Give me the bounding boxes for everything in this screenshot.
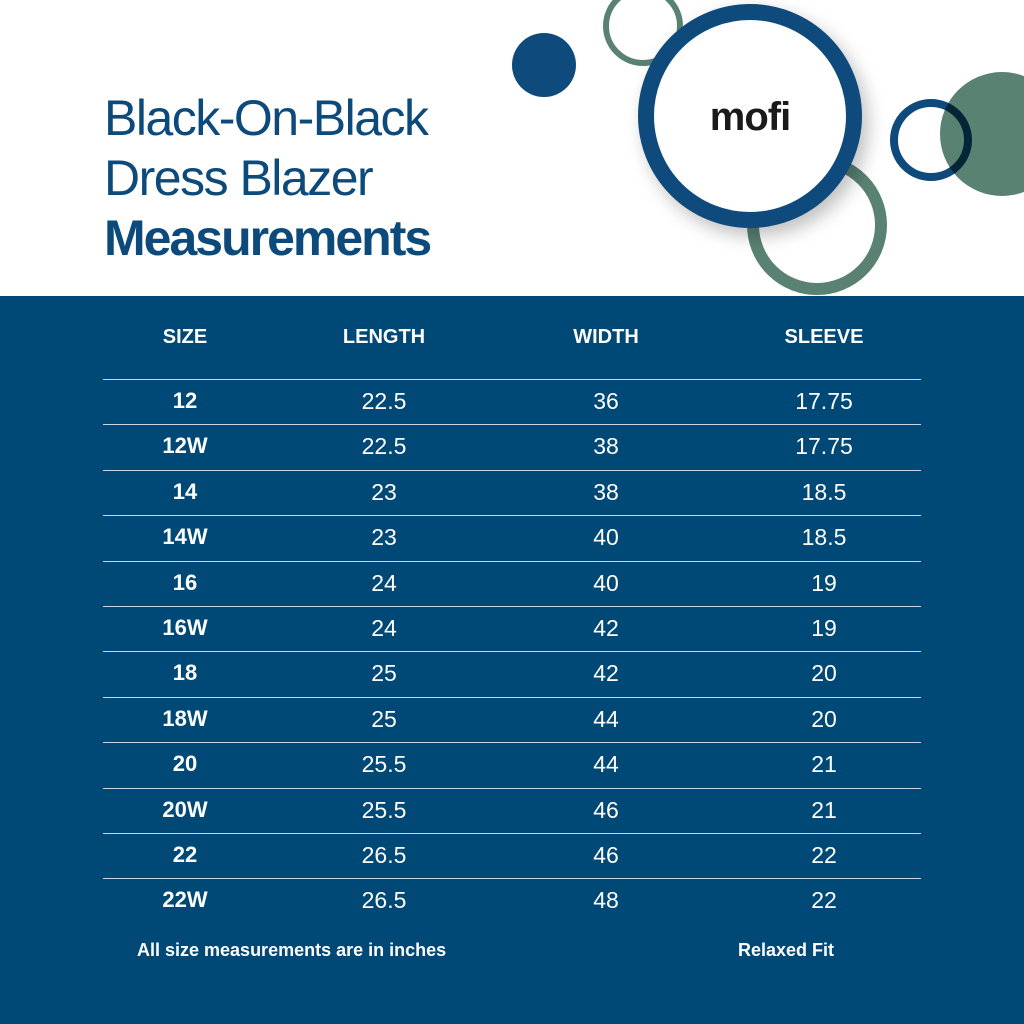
cell-sleeve: 18.5	[801, 524, 847, 551]
title-line-2: Dress Blazer	[104, 150, 374, 206]
cell-length: 23	[371, 524, 397, 551]
cell-size: 20W	[162, 796, 208, 822]
cell-length: 24	[371, 569, 397, 596]
cell-width: 40	[593, 524, 619, 551]
cell-length: 25.5	[361, 796, 407, 823]
measurement-panel	[0, 296, 1024, 1024]
table-row: 20W 25.5 46 21	[103, 787, 921, 833]
cell-length: 25.5	[361, 751, 407, 778]
cell-width: 42	[593, 660, 619, 687]
table-row: 16 24 40 19	[103, 560, 921, 606]
cell-width: 44	[593, 751, 619, 778]
cell-size: 14	[172, 478, 198, 504]
cell-sleeve: 22	[811, 887, 837, 914]
column-header-sleeve: SLEEVE	[784, 326, 864, 348]
table-row: 18W 25 44 20	[103, 696, 921, 742]
cell-sleeve: 19	[811, 614, 837, 641]
cell-length: 25	[371, 705, 397, 732]
measurement-table: 12 22.5 36 17.75 12W 22.5 38 17.75 14 23 38 18.5 14W…	[103, 379, 921, 924]
cell-width: 38	[593, 433, 619, 460]
cell-size: 18W	[162, 705, 208, 731]
brand-logo: mofi	[709, 95, 791, 139]
cell-length: 23	[371, 478, 397, 505]
cell-sleeve: 19	[811, 569, 837, 596]
cell-size: 20	[172, 751, 198, 777]
table-row: 14W 23 40 18.5	[103, 515, 921, 560]
cell-size: 16W	[162, 614, 208, 640]
cell-width: 36	[593, 388, 619, 414]
table-row: 22 26.5 46 22	[103, 832, 921, 878]
title-line-3: Measurements	[104, 210, 432, 266]
decor-ring-navy-small	[890, 99, 972, 181]
cell-sleeve: 21	[811, 751, 837, 778]
cell-size: 22	[172, 841, 198, 867]
cell-length: 26.5	[361, 887, 407, 914]
cell-size: 14W	[162, 524, 208, 550]
cell-sleeve: 17.75	[795, 433, 853, 460]
cell-width: 48	[593, 887, 619, 914]
table-row: 20 25.5 44 21	[103, 742, 921, 787]
cell-size: 12W	[162, 433, 208, 459]
fit-note: Relaxed Fit	[738, 940, 835, 960]
cell-size: 22W	[162, 887, 208, 913]
cell-length: 25	[371, 660, 397, 687]
column-header-size: SIZE	[162, 326, 208, 348]
cell-sleeve: 20	[811, 705, 837, 732]
cell-width: 46	[593, 796, 619, 823]
cell-sleeve: 18.5	[801, 478, 847, 505]
table-row: 12W 22.5 38 17.75	[103, 424, 921, 469]
cell-sleeve: 22	[811, 841, 837, 868]
page-title: Black-On-Black Dress Blazer Measurements	[104, 88, 432, 268]
cell-width: 42	[593, 614, 619, 641]
cell-width: 38	[593, 478, 619, 505]
title-line-1: Black-On-Black	[104, 90, 429, 146]
decor-dot-navy	[512, 33, 576, 97]
table-row: 14 23 38 18.5	[103, 469, 921, 515]
cell-length: 22.5	[361, 388, 407, 414]
cell-sleeve: 20	[811, 660, 837, 687]
table-row: 22W 26.5 48 22	[103, 878, 921, 923]
cell-length: 22.5	[361, 433, 407, 460]
cell-sleeve: 21	[811, 796, 837, 823]
column-header-width: WIDTH	[573, 326, 639, 348]
cell-width: 46	[593, 841, 619, 868]
cell-length: 24	[371, 614, 397, 641]
table-row: 12 22.5 36 17.75	[103, 379, 921, 424]
table-row: 18 25 42 20	[103, 651, 921, 696]
units-note: All size measurements are in inches	[137, 940, 447, 960]
cell-size: 18	[172, 660, 198, 686]
table-row: 16W 24 42 19	[103, 605, 921, 651]
cell-width: 40	[593, 569, 619, 596]
cell-size: 12	[172, 388, 198, 413]
column-header-length: LENGTH	[342, 326, 426, 348]
cell-sleeve: 17.75	[795, 388, 853, 414]
cell-width: 44	[593, 705, 619, 732]
cell-length: 26.5	[361, 841, 407, 868]
cell-size: 16	[172, 569, 198, 595]
